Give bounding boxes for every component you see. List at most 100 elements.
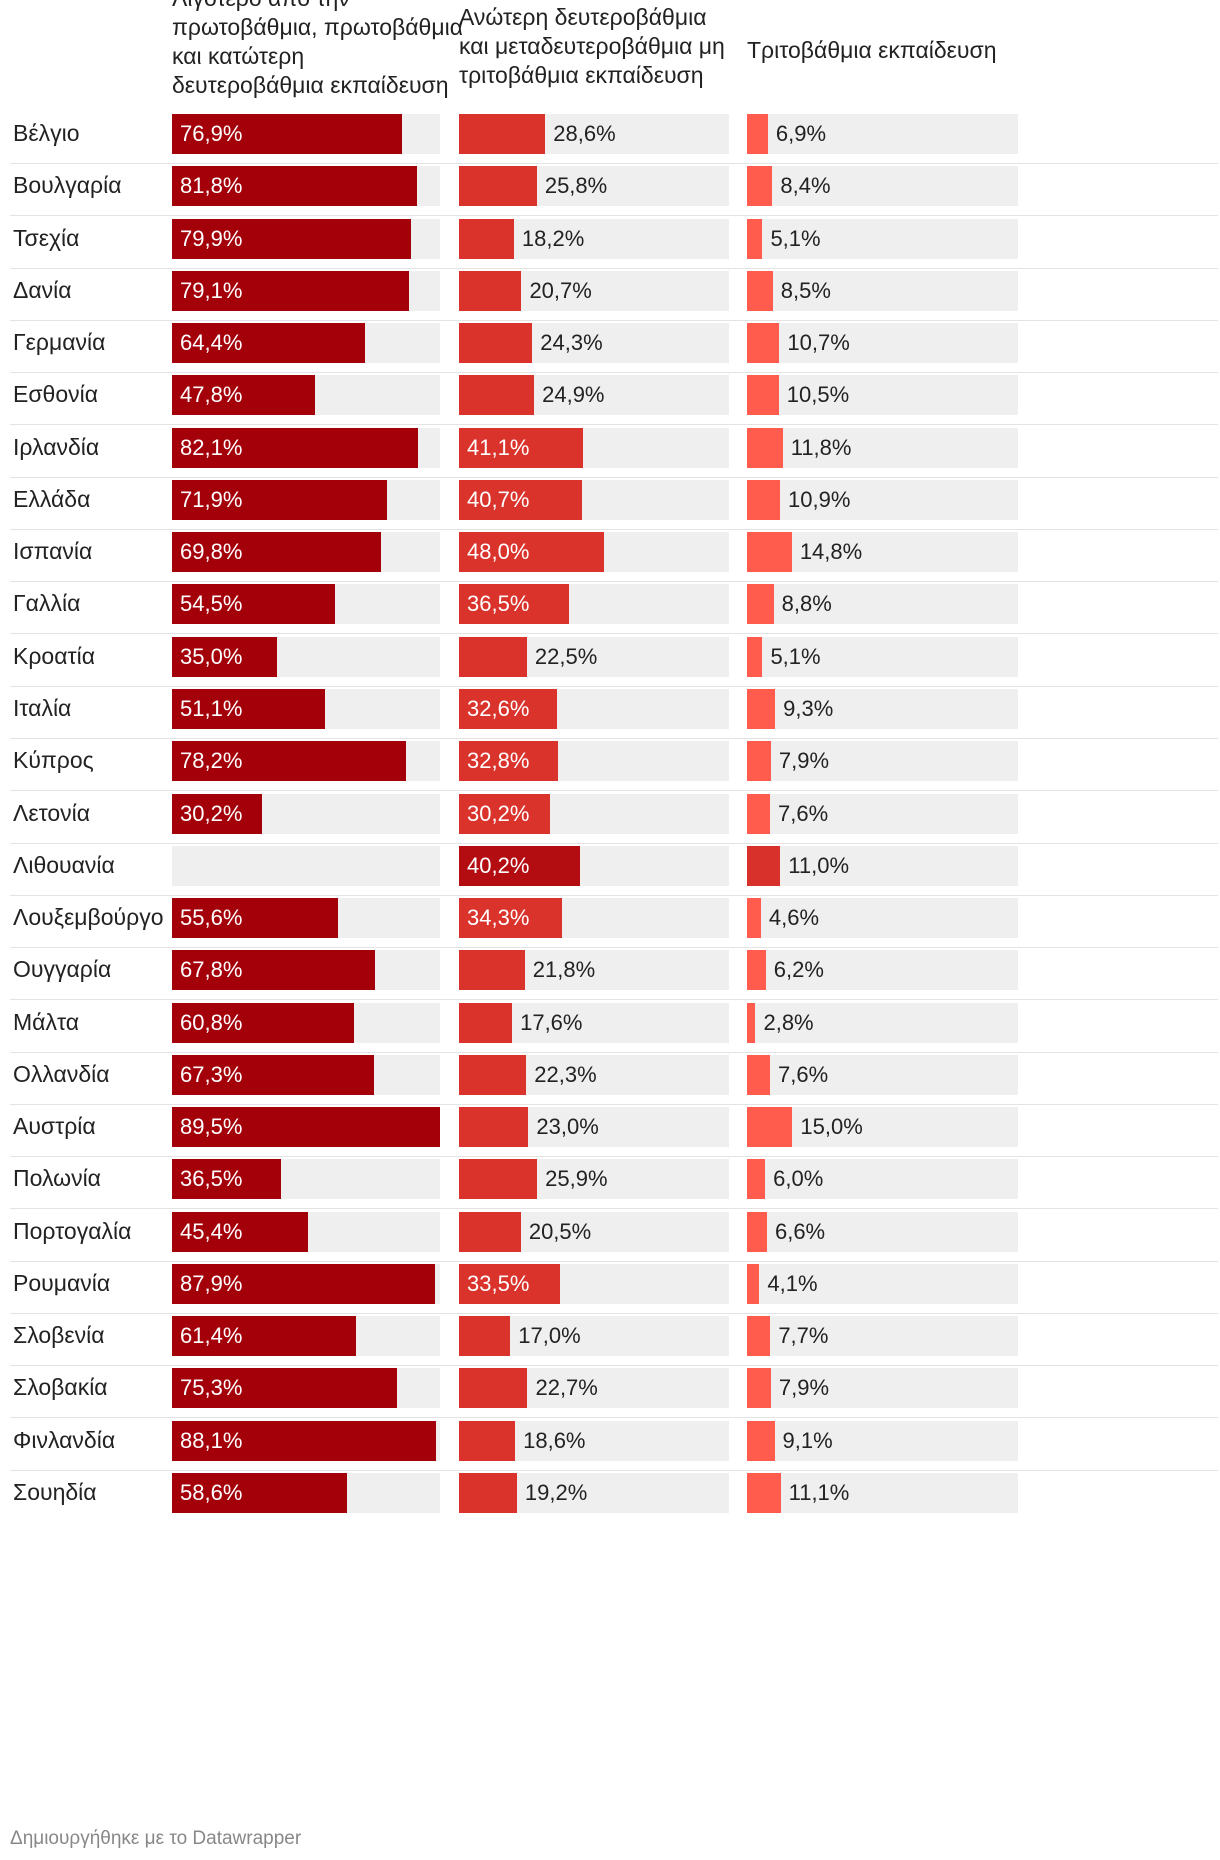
value-label: 18,6% <box>523 1427 586 1453</box>
bar <box>172 532 381 573</box>
row-divider <box>10 267 1218 269</box>
bar <box>747 166 773 207</box>
bar <box>172 1263 436 1304</box>
country-label: Φινλανδία <box>13 1426 116 1453</box>
row-divider <box>10 319 1218 321</box>
value-label: 34,3% <box>467 905 530 931</box>
table-row: Φινλανδία 88,1% 18,6% 9,1% <box>10 1409 1218 1471</box>
value-label: 79,9% <box>180 225 243 251</box>
bar-track: 75,3% <box>172 1368 440 1409</box>
value-label: 36,5% <box>180 1166 243 1192</box>
bar <box>172 898 339 939</box>
bar-track: 2,8% <box>747 1002 1018 1043</box>
value-label: 32,6% <box>467 695 530 721</box>
value-label: 7,9% <box>778 1375 830 1401</box>
bar-track: 30,2% <box>459 793 729 834</box>
value-label: 8,8% <box>781 591 832 617</box>
value-label: 81,8% <box>180 173 243 199</box>
table-row: Τσεχία 79,9% 18,2% 5,1% <box>10 207 1218 269</box>
country-label: Ιρλανδία <box>13 433 100 460</box>
table-row: Βέλγιο 76,9% 28,6% 6,9% <box>10 102 1218 164</box>
value-label: 60,8% <box>180 1009 243 1035</box>
bar-track: 89,5% <box>172 1107 440 1148</box>
table-row: Λετονία 30,2% 30,2% 7,6% <box>10 782 1218 844</box>
table-row: Σουηδία 58,6% 19,2% 11,1% <box>10 1461 1218 1523</box>
bar <box>459 1054 527 1095</box>
bar <box>172 1368 398 1409</box>
bar-track: 24,3% <box>459 323 729 364</box>
bar-track: 32,8% <box>459 741 729 782</box>
bar <box>747 741 771 782</box>
country-label: Ελλάδα <box>13 485 91 512</box>
bar <box>747 375 779 416</box>
bar-track: 22,5% <box>459 636 729 677</box>
table-row: Ιταλία 51,1% 32,6% 9,3% <box>10 677 1218 739</box>
bar <box>172 950 376 991</box>
bar <box>172 166 417 207</box>
country-label: Σλοβενία <box>13 1322 105 1349</box>
bar-track: 11,1% <box>747 1473 1018 1514</box>
bar <box>459 1316 511 1357</box>
row-divider <box>10 1417 1218 1419</box>
bar <box>459 950 525 991</box>
bar-track: 10,7% <box>747 323 1018 364</box>
column-header-line: Τριτοβάθμια εκπαίδευση <box>747 37 997 63</box>
country-label: Βουλγαρία <box>13 172 122 199</box>
table-row: Λιθουανία 40,2% 11,0% <box>10 834 1218 896</box>
bar-track: 11,8% <box>747 427 1018 468</box>
table-row: Ελλάδα 71,9% 40,7% 10,9% <box>10 468 1218 530</box>
bar <box>459 584 570 625</box>
bar <box>747 218 763 259</box>
bar <box>172 793 263 834</box>
bar <box>747 1420 775 1461</box>
bar-track: 9,1% <box>747 1420 1018 1461</box>
bar-track: 4,6% <box>747 898 1018 939</box>
table-row: Σλοβενία 61,4% 17,0% 7,7% <box>10 1304 1218 1367</box>
bar-track: 5,1% <box>747 636 1018 677</box>
bar <box>459 1473 517 1514</box>
bar <box>459 1263 561 1304</box>
value-label: 82,1% <box>180 434 243 460</box>
row-divider <box>10 424 1218 426</box>
bar <box>172 114 403 154</box>
row-divider <box>10 1103 1218 1105</box>
bar-track: 7,9% <box>747 1368 1018 1409</box>
table-row: Μάλτα 60,8% 17,6% 2,8% <box>10 991 1218 1053</box>
value-label: 71,9% <box>180 486 243 512</box>
bar-track: 5,1% <box>747 218 1018 259</box>
bar <box>172 1316 356 1357</box>
bar <box>747 270 773 311</box>
bar <box>459 166 537 207</box>
bar <box>459 218 514 259</box>
table-row: Κροατία 35,0% 22,5% 5,1% <box>10 625 1218 687</box>
bar-track: 76,9% <box>172 114 440 154</box>
value-label: 28,6% <box>553 121 616 146</box>
value-label: 10,9% <box>788 486 851 512</box>
country-label: Βέλγιο <box>13 120 80 146</box>
bar-track: 41,1% <box>459 427 729 468</box>
row-divider <box>10 790 1218 792</box>
row-divider <box>10 947 1218 949</box>
country-label: Τσεχία <box>13 224 80 251</box>
value-label: 15,0% <box>800 1114 863 1140</box>
bar <box>459 1002 513 1043</box>
country-label: Λετονία <box>13 799 91 826</box>
bar-track: 6,6% <box>747 1211 1018 1252</box>
bar <box>747 584 774 625</box>
value-label: 11,1% <box>788 1480 850 1506</box>
bar-track: 20,7% <box>459 270 729 311</box>
row-divider <box>10 1260 1218 1262</box>
bar <box>172 741 407 782</box>
country-label: Λιθουανία <box>13 851 115 878</box>
value-label: 33,5% <box>467 1270 530 1296</box>
row-divider <box>10 215 1218 217</box>
value-label: 47,8% <box>180 382 243 408</box>
table-row: Πολωνία 36,5% 25,9% 6,0% <box>10 1147 1218 1210</box>
bar <box>172 323 365 364</box>
bar <box>172 688 325 729</box>
bar-track: 51,1% <box>172 688 440 729</box>
value-label: 7,6% <box>778 800 829 826</box>
row-divider <box>10 528 1218 530</box>
country-label: Κύπρος <box>13 747 94 774</box>
